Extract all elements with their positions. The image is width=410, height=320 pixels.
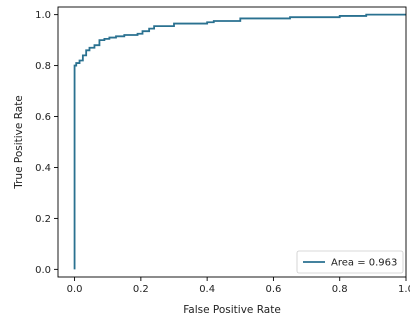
roc-curve-line xyxy=(73,13,406,270)
y-tick-label: 1.0 xyxy=(35,10,51,21)
y-tick-label: 0.4 xyxy=(35,163,51,174)
x-tick-label: 0.8 xyxy=(332,284,348,295)
x-tick-label: 0.6 xyxy=(265,284,281,295)
y-axis-label: True Positive Rate xyxy=(13,95,25,190)
plot-area-frame xyxy=(57,6,407,278)
x-axis-ticks: 0.0 0.2 0.4 0.6 0.8 1.0 xyxy=(67,277,410,295)
legend-label: Area = 0.963 xyxy=(331,258,397,269)
y-tick-label: 0.6 xyxy=(35,112,51,123)
x-tick-label: 1.0 xyxy=(398,284,410,295)
y-tick-label: 0.0 xyxy=(35,265,51,276)
legend: Area = 0.963 xyxy=(296,250,404,274)
x-tick-label: 0.4 xyxy=(199,284,215,295)
x-axis-label: False Positive Rate xyxy=(183,304,281,316)
y-tick-label: 0.2 xyxy=(35,214,51,225)
legend-box xyxy=(296,250,404,274)
y-tick-label: 0.8 xyxy=(35,61,51,72)
x-tick-label: 0.0 xyxy=(67,284,83,295)
x-tick-label: 0.2 xyxy=(133,284,149,295)
y-axis-ticks: 0.0 0.2 0.4 0.6 0.8 1.0 xyxy=(35,10,58,276)
